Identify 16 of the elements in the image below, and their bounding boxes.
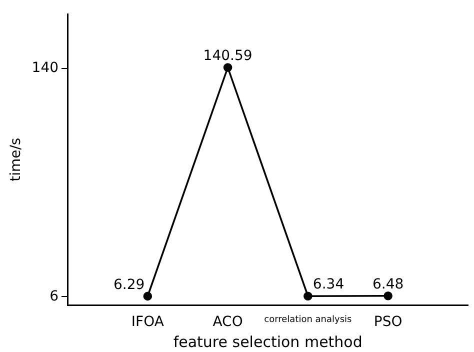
data-label: 6.34 (312, 276, 344, 293)
x-tick-label: correlation analysis (264, 314, 352, 325)
y-axis-title: time/s (8, 138, 24, 182)
x-tick-label: IFOA (131, 314, 164, 330)
y-tick-label: 140 (32, 60, 59, 76)
x-tick-label: PSO (374, 314, 402, 330)
point (384, 291, 392, 300)
data-label: 6.48 (372, 276, 404, 293)
point (223, 63, 232, 72)
y-tick-label: 6 (50, 288, 59, 304)
x-axis-title: feature selection method (173, 332, 362, 351)
data-label: 140.59 (203, 48, 252, 64)
data-label: 6.29 (113, 276, 145, 293)
x-tick-label: ACO (212, 314, 243, 330)
point (304, 292, 312, 301)
point (143, 292, 152, 301)
